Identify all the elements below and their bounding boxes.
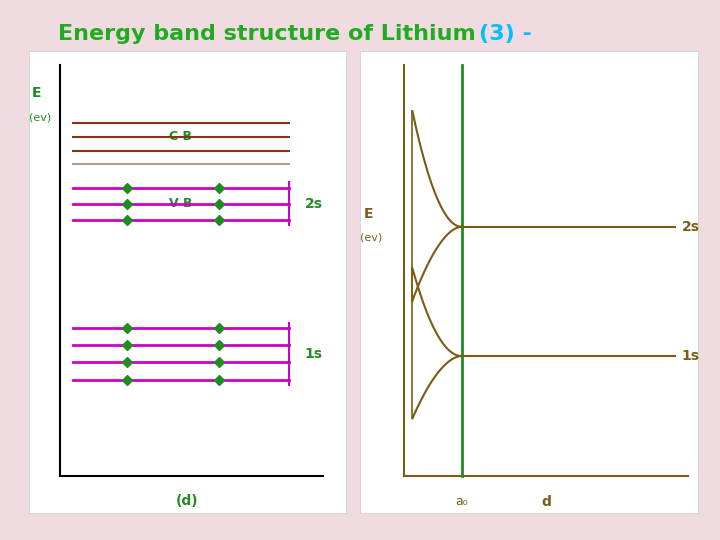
Text: (ev): (ev) [360, 233, 382, 242]
Text: V B: V B [169, 197, 193, 210]
Text: E: E [32, 86, 42, 100]
Text: C B: C B [169, 130, 192, 143]
Text: 2s: 2s [681, 220, 700, 234]
Text: (3) -: (3) - [479, 24, 531, 44]
Text: Energy band structure of Lithium: Energy band structure of Lithium [58, 24, 491, 44]
Text: 1s: 1s [305, 347, 323, 361]
Text: (ev): (ev) [29, 112, 51, 123]
Text: (d): (d) [176, 495, 199, 508]
Text: 2s: 2s [305, 197, 323, 211]
Text: a₀: a₀ [455, 495, 468, 508]
Text: E: E [364, 206, 373, 220]
Text: 1s: 1s [681, 349, 700, 363]
Text: d: d [541, 495, 551, 509]
